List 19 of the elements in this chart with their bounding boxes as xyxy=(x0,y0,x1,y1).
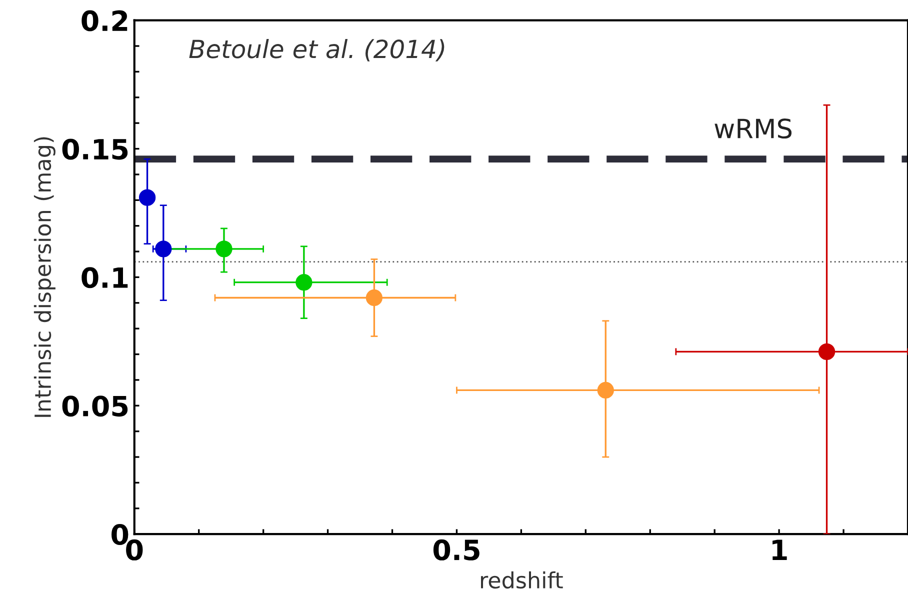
point xyxy=(818,343,836,360)
point xyxy=(216,240,232,258)
point xyxy=(138,189,156,206)
x-tick-label: 0.5 xyxy=(433,539,480,560)
x-tick-label: 0 xyxy=(126,539,143,560)
point xyxy=(296,274,312,291)
y-tick-label: 0.2 xyxy=(82,10,128,32)
y-tick-label: 0.05 xyxy=(62,396,128,417)
point xyxy=(597,382,614,399)
y-tick-label: 0 xyxy=(112,524,128,546)
y-tick-label: 0.15 xyxy=(62,138,128,160)
point xyxy=(155,240,172,258)
y-axis-title: Intrinsic dispersion (mag) xyxy=(34,137,56,417)
point xyxy=(366,289,383,306)
annotation: Betoule et al. (2014) xyxy=(189,39,444,62)
y-tick-label: 0.1 xyxy=(82,267,128,288)
ref-line-label: wRMS xyxy=(714,118,792,139)
x-axis-title: redshift xyxy=(481,571,563,589)
x-tick-label: 1 xyxy=(772,540,787,560)
